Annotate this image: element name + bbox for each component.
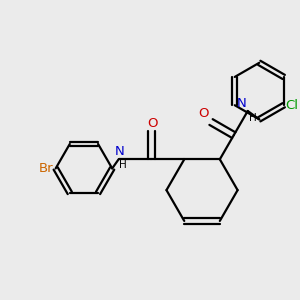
Text: N: N: [115, 145, 124, 158]
Text: H: H: [119, 160, 127, 170]
Text: Cl: Cl: [286, 99, 298, 112]
Text: O: O: [199, 107, 209, 120]
Text: H: H: [249, 113, 257, 123]
Text: O: O: [147, 117, 158, 130]
Text: Br: Br: [39, 162, 54, 175]
Text: N: N: [237, 97, 247, 110]
